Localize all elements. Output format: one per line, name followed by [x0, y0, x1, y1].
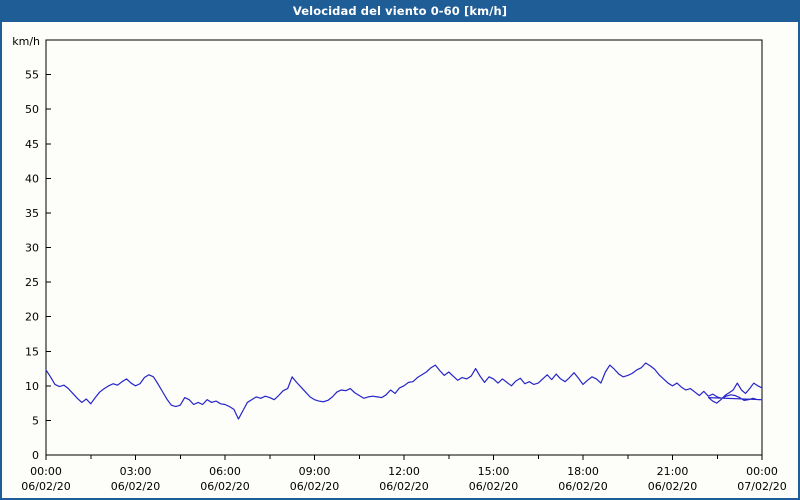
y-axis-unit-label: km/h: [12, 35, 40, 48]
x-axis-tick-labels: 00:00 06/02/20 03:00 06/02/20 06:00 06/02/20 0…: [21, 465, 786, 493]
y-tick-label: 20: [25, 311, 39, 324]
wind-speed-line-chart: km/h 0 5 10 15 20 25 30 35 40 45 50 55 00:00 06/02/2…: [12, 35, 786, 493]
x-tick-label-time: 15:00: [478, 465, 510, 478]
y-tick-label: 40: [25, 172, 39, 185]
chart-plot-area: km/h 0 5 10 15 20 25 30 35 40 45 50 55 00:00 06/02/2…: [2, 22, 798, 496]
axis-tick-marks: [45, 74, 763, 460]
x-tick-label-date: 06/02/20: [111, 480, 160, 493]
window-title-bar: Velocidad del viento 0-60 [km/h]: [0, 0, 800, 22]
y-tick-label: 25: [25, 276, 39, 289]
y-tick-label: 5: [32, 414, 39, 427]
x-tick-label-date: 07/02/20: [737, 480, 786, 493]
y-tick-label: 45: [25, 138, 39, 151]
x-tick-label-time: 09:00: [299, 465, 331, 478]
x-tick-label-date: 06/02/20: [290, 480, 339, 493]
y-axis-unit-label-group: km/h: [12, 35, 40, 48]
y-tick-label: 50: [25, 103, 39, 116]
data-series-group: [45, 362, 763, 420]
x-tick-label-date: 06/02/20: [200, 480, 249, 493]
x-tick-label-time: 06:00: [209, 465, 241, 478]
y-tick-label: 30: [25, 242, 39, 255]
x-tick-label-date: 06/02/20: [469, 480, 518, 493]
y-tick-label: 0: [32, 449, 39, 462]
y-tick-label: 15: [25, 345, 39, 358]
x-tick-label-time: 18:00: [567, 465, 599, 478]
y-tick-label: 10: [25, 380, 39, 393]
plot-border: [45, 39, 763, 456]
y-axis-tick-labels: 0 5 10 15 20 25 30 35 40 45 50 55: [25, 69, 39, 462]
x-tick-label-date: 06/02/20: [558, 480, 607, 493]
plot-frame: [45, 39, 763, 456]
x-tick-label-date: 06/02/20: [379, 480, 428, 493]
y-tick-label: 55: [25, 69, 39, 82]
x-tick-label-date: 06/02/20: [648, 480, 697, 493]
x-tick-label-time: 00:00: [746, 465, 778, 478]
x-tick-label-time: 03:00: [120, 465, 152, 478]
x-tick-label-date: 06/02/20: [21, 480, 70, 493]
x-tick-label-time: 12:00: [388, 465, 420, 478]
x-tick-label-time: 00:00: [30, 465, 62, 478]
y-tick-label: 35: [25, 207, 39, 220]
series-line-wind-speed: [45, 362, 763, 420]
x-tick-label-time: 21:00: [657, 465, 689, 478]
